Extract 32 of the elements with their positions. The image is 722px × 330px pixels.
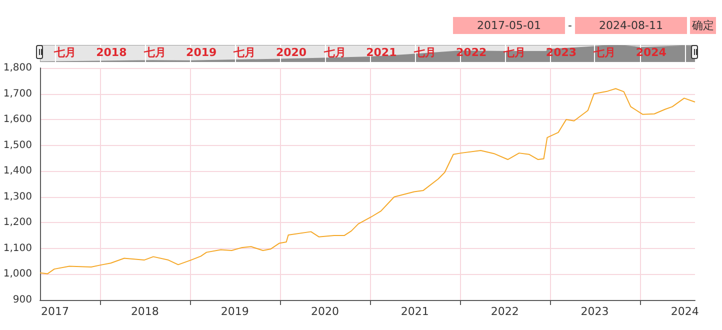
y-tick-label: 1,200 xyxy=(3,217,32,228)
x-tick-label: 七月 xyxy=(322,46,346,59)
date-field: 2024-08-11 xyxy=(575,17,687,34)
y-tick-label: 1,600 xyxy=(3,114,32,126)
x-tick-label: 2021 xyxy=(366,46,397,59)
date-field: 2017-05-01 xyxy=(453,17,565,34)
y-tick-label: 900 xyxy=(12,294,32,306)
x-tick-label: 2023 xyxy=(580,305,609,318)
x-tick-label: 2020 xyxy=(311,305,340,318)
x-tick-label: 2022 xyxy=(490,305,519,318)
y-tick-label: 1,400 xyxy=(3,166,32,177)
x-tick-label: 2017 xyxy=(41,305,70,318)
y-tick-label: 1,500 xyxy=(3,140,32,151)
x-tick-label: 七月 xyxy=(52,46,76,59)
x-tick-label: 2020 xyxy=(276,46,307,59)
y-tick-label: 1,300 xyxy=(3,191,32,202)
x-tick-label: 七月 xyxy=(412,46,436,59)
x-tick-label: 2019 xyxy=(220,305,249,318)
y-tick-label: 1,800 xyxy=(3,62,32,74)
y-tick-label: 1,100 xyxy=(3,242,32,254)
x-tick-label: 2019 xyxy=(186,46,217,59)
x-tick-label: 七月 xyxy=(232,46,256,59)
x-tick-label: 2024 xyxy=(670,305,699,318)
x-tick-label: 2018 xyxy=(130,305,159,318)
y-tick-label: 1,000 xyxy=(3,268,32,280)
x-tick-label: 2018 xyxy=(96,46,127,59)
x-tick-label: 2021 xyxy=(400,305,429,318)
x-tick-label: 七月 xyxy=(142,46,166,59)
separator: - xyxy=(567,18,573,34)
line-series xyxy=(40,88,696,274)
y-tick-label: 1,700 xyxy=(3,88,32,100)
button: 确定 xyxy=(690,17,716,34)
